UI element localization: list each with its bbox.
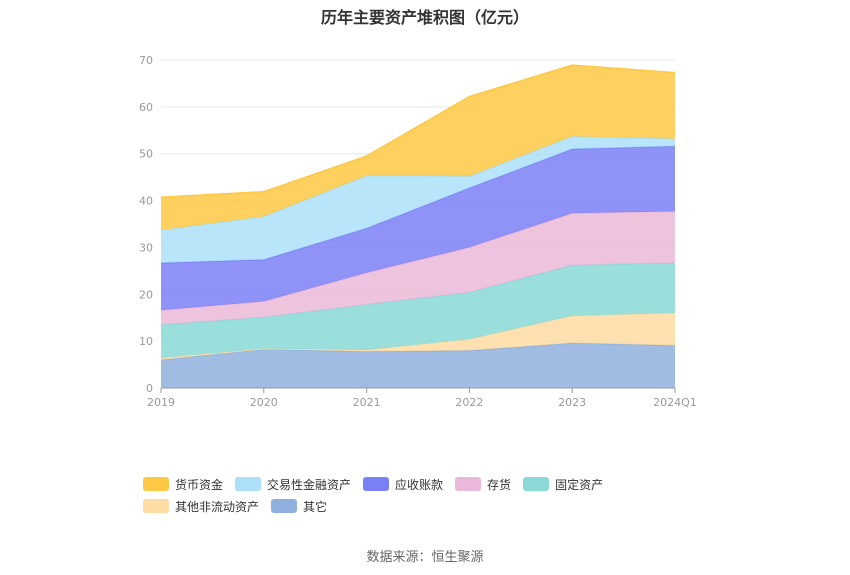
legend-label: 其它 [303,499,328,514]
x-tick-label: 2021 [353,396,381,409]
x-tick-label: 2022 [455,396,483,409]
y-tick-label: 10 [139,335,153,348]
x-tick-label: 2024Q1 [653,396,697,409]
y-tick-label: 40 [139,195,153,208]
legend-swatch [271,499,298,513]
area-series-0 [161,343,675,388]
legend-item[interactable]: 其他非流动资产 [143,495,259,517]
chart-title: 历年主要资产堆积图（亿元） [320,8,529,27]
x-tick-label: 2020 [250,396,278,409]
legend-label: 固定资产 [555,477,604,492]
area-series-3 [161,211,675,325]
legend-swatch [143,499,169,513]
legend-item[interactable]: 货币资金 [143,473,223,495]
axis-layer: 0 10 20 30 40 50 60 70 2019 2020 2021 2022 2023 2024Q… [139,54,697,409]
y-tick-label: 70 [139,54,153,67]
area-series-edge-6 [160,64,676,199]
legend-label: 货币资金 [175,477,224,492]
legend-item[interactable]: 其它 [271,495,327,517]
legend-item[interactable]: 应收账款 [363,473,443,495]
legend-swatch [523,477,550,491]
y-tick-label: 30 [139,241,153,254]
legend-label: 其他非流动资产 [175,499,260,514]
source-note: 数据来源：恒生聚源 [366,550,484,565]
area-series-4 [161,146,675,311]
legend-item[interactable]: 存货 [455,473,511,495]
legend-swatch [235,477,262,491]
area-series-2 [161,262,675,359]
x-tick-label: 2023 [558,396,586,409]
area-series-6 [161,65,675,231]
x-tick-label: 2019 [147,396,175,409]
area-layer [160,64,676,388]
y-tick-label: 20 [139,288,153,301]
legend-swatch [455,477,482,491]
legend-label: 存货 [487,477,512,492]
area-series-5 [161,136,675,263]
y-tick-label: 60 [139,101,153,114]
legend: 货币资金 交易性金融资产 应收账款 存货 固定资产其他非流动资产 其它 [143,473,743,517]
legend-label: 交易性金融资产 [267,477,352,492]
y-tick-label: 0 [146,382,153,395]
y-tick-label: 50 [139,148,153,161]
legend-swatch [363,477,390,491]
legend-swatch [143,477,169,491]
legend-item[interactable]: 交易性金融资产 [235,473,351,495]
legend-label: 应收账款 [395,477,444,492]
legend-item[interactable]: 固定资产 [523,473,603,495]
area-series-1 [161,313,675,360]
